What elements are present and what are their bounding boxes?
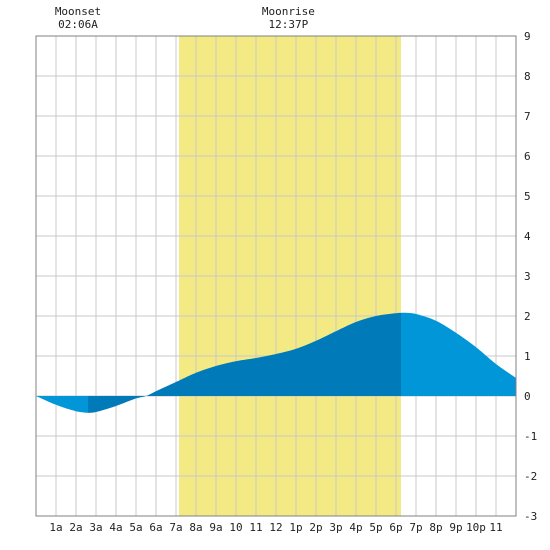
y-tick-label: 3	[524, 270, 531, 283]
y-tick-label: 8	[524, 70, 531, 83]
tide-area-night-early	[36, 396, 88, 413]
moon-event-time: 02:06A	[58, 18, 98, 31]
tide-area-day	[179, 312, 401, 396]
x-tick-label: 8a	[189, 521, 202, 534]
x-tick-label: 1a	[49, 521, 62, 534]
x-tick-label: 10p	[466, 521, 486, 534]
x-tick-label: 4a	[109, 521, 122, 534]
tide-area-rising-low	[88, 396, 146, 413]
x-tick-label: 5p	[369, 521, 382, 534]
y-tick-label: 9	[524, 30, 531, 43]
x-tick-label: 7p	[409, 521, 422, 534]
moon-event-title: Moonrise	[262, 5, 315, 18]
x-tick-label: 3a	[89, 521, 102, 534]
y-axis-labels: 9 8 7 6 5 4 3 2 1 0 -1 -2 -3	[524, 30, 537, 523]
x-tick-label: 6p	[389, 521, 402, 534]
x-tick-label: 5a	[129, 521, 142, 534]
x-tick-label: 4p	[349, 521, 362, 534]
y-tick-label: 4	[524, 230, 531, 243]
x-tick-label: 6a	[149, 521, 162, 534]
tide-area	[36, 312, 516, 413]
x-tick-label: 2a	[69, 521, 82, 534]
y-tick-label: 1	[524, 350, 531, 363]
y-tick-label: 5	[524, 190, 531, 203]
y-tick-label: -2	[524, 470, 537, 483]
x-tick-label: 12	[269, 521, 282, 534]
tide-area-dawn	[146, 380, 179, 396]
x-tick-label: 1p	[289, 521, 302, 534]
y-tick-label: -1	[524, 430, 537, 443]
y-tick-label: 7	[524, 110, 531, 123]
moon-event-title: Moonset	[55, 5, 101, 18]
x-tick-label: 11	[489, 521, 502, 534]
x-tick-label: 9p	[449, 521, 462, 534]
x-tick-label: 10	[229, 521, 242, 534]
y-tick-label: 2	[524, 310, 531, 323]
x-tick-label: 3p	[329, 521, 342, 534]
x-axis-labels: 1a 2a 3a 4a 5a 6a 7a 8a 9a 10 11 12 1p 2p 3p 4p 5p 6p 7p 8p…	[49, 521, 502, 534]
x-tick-label: 2p	[309, 521, 322, 534]
moon-event-time: 12:37P	[269, 18, 309, 31]
y-tick-label: -3	[524, 510, 537, 523]
plot-frame	[35, 35, 517, 517]
x-tick-label: 7a	[169, 521, 182, 534]
y-tick-label: 6	[524, 150, 531, 163]
x-tick-label: 8p	[429, 521, 442, 534]
y-tick-label: 0	[524, 390, 531, 403]
tide-area-night-late	[401, 312, 516, 396]
x-tick-label: 9a	[209, 521, 222, 534]
x-tick-label: 11	[249, 521, 262, 534]
